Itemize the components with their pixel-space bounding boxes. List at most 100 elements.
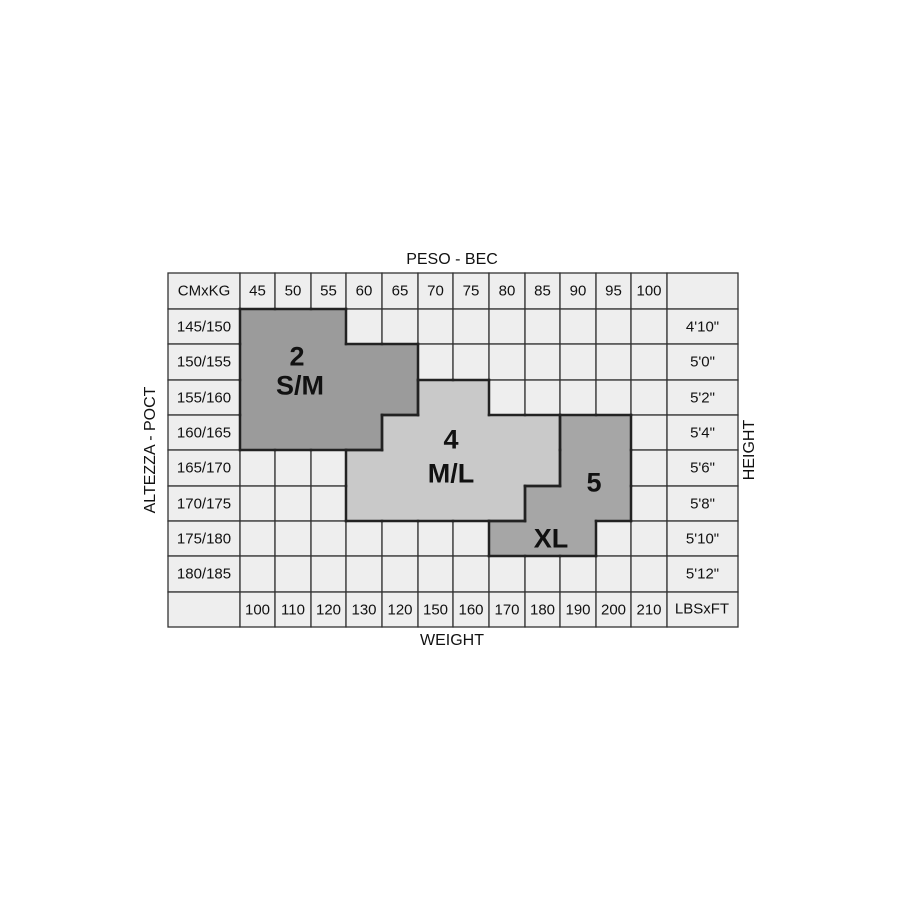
size-2-cell <box>346 344 382 380</box>
grid-cell <box>524 343 561 381</box>
kg-header: 85 <box>534 282 551 300</box>
grid-cell <box>666 449 739 487</box>
size-2-cell <box>275 415 311 450</box>
lbs-footer: 200 <box>600 601 627 618</box>
grid-cell <box>239 485 276 522</box>
size-5-name: XL <box>533 523 569 554</box>
grid-cell <box>595 520 632 557</box>
grid-cell <box>595 272 632 310</box>
left-axis-title: ALTEZZA - POCT <box>142 386 159 514</box>
size-4-number: 4 <box>443 424 459 455</box>
size-2-cell <box>346 380 382 415</box>
size-4-cell <box>489 486 525 521</box>
size-4-cell <box>453 450 489 486</box>
grid-cell <box>666 308 739 345</box>
kg-header: 45 <box>249 282 266 300</box>
grid-cell <box>381 520 419 557</box>
size-5-cell <box>525 486 560 521</box>
size-4-cell <box>453 415 489 450</box>
grid-cell <box>559 555 597 593</box>
grid-cell <box>381 555 419 593</box>
grid-cell <box>488 343 526 381</box>
grid-cell <box>630 520 668 557</box>
size-5-cell <box>560 486 596 521</box>
grid-cell <box>666 591 739 628</box>
size-4-cell <box>489 450 525 486</box>
size-2-cell <box>311 415 346 450</box>
grid-cell <box>345 555 383 593</box>
lbs-footer: 150 <box>422 601 449 618</box>
size-2-cell <box>275 380 311 415</box>
grid-cell <box>666 555 739 593</box>
cm-row-label: 170/175 <box>176 495 232 512</box>
size-4-cell <box>418 380 453 415</box>
lbs-footer: 210 <box>636 601 662 618</box>
grid-cell <box>488 379 526 416</box>
right-axis-title: HEIGHT <box>741 419 758 481</box>
lbs-footer: 100 <box>244 601 271 618</box>
size-2-cell <box>346 415 382 450</box>
grid-cell <box>559 591 597 628</box>
size-4-cell <box>418 486 453 521</box>
grid-cell <box>310 520 347 557</box>
size-2-cell <box>311 380 346 415</box>
grid-cell <box>595 555 632 593</box>
size-2-number: 2 <box>289 341 305 372</box>
size-2-cell <box>240 415 275 450</box>
grid-cell <box>452 343 490 381</box>
size-4-cell <box>525 415 560 450</box>
grid-cell <box>524 379 561 416</box>
grid-cell <box>630 414 668 451</box>
grid-cell <box>239 555 276 593</box>
kg-header: 100 <box>636 282 662 300</box>
lbs-footer: 190 <box>565 601 591 618</box>
grid-cell <box>630 555 668 593</box>
grid-cell <box>595 343 632 381</box>
lbs-footer: 110 <box>281 601 305 618</box>
lbs-footer: 130 <box>351 601 377 618</box>
size-5-cell <box>489 521 525 556</box>
grid-cell <box>310 555 347 593</box>
cm-row-label: 180/185 <box>176 565 232 583</box>
size-2-cell <box>240 344 275 380</box>
grid-cell <box>345 308 383 345</box>
size-5-cell <box>596 415 631 450</box>
grid-cell <box>239 449 276 487</box>
grid-cell <box>381 272 419 310</box>
size-4-cell <box>346 486 382 521</box>
size-2-cell <box>311 309 346 344</box>
grid-cell <box>310 591 347 628</box>
cm-row-label: 155/160 <box>176 389 232 406</box>
grid-cell <box>167 343 241 381</box>
grid-cell <box>274 591 312 628</box>
cm-row-label: 165/170 <box>176 459 232 477</box>
grid-cell <box>630 591 668 628</box>
grid-cell <box>524 308 561 345</box>
lbs-footer: 120 <box>387 601 413 618</box>
grid-cell <box>274 449 312 487</box>
grid-cell <box>488 308 526 345</box>
ft-row-label: 5'2" <box>690 389 715 406</box>
size-5-cell <box>560 521 596 556</box>
grid-cell <box>559 379 597 416</box>
ft-row-label: 4'10" <box>685 318 720 335</box>
ft-row-label: 5'8" <box>690 495 715 512</box>
grid-cell <box>274 555 312 593</box>
kg-header: 95 <box>605 282 622 300</box>
kg-header: 75 <box>462 282 480 300</box>
size-4-cell <box>489 415 525 450</box>
grid-cell <box>559 343 597 381</box>
grid-cell <box>666 272 739 310</box>
grid-cell <box>452 308 490 345</box>
grid-cell <box>630 449 668 487</box>
size-2-cell <box>275 344 311 380</box>
ft-row-label: 5'10" <box>685 530 720 547</box>
bottom-axis-title: WEIGHT <box>420 632 484 649</box>
size-4-cell <box>453 486 489 521</box>
kg-header: 65 <box>391 282 409 300</box>
grid-cell <box>666 343 739 381</box>
grid-cell <box>239 591 276 628</box>
kg-header: 50 <box>284 282 302 300</box>
size-2-cell <box>382 380 418 415</box>
